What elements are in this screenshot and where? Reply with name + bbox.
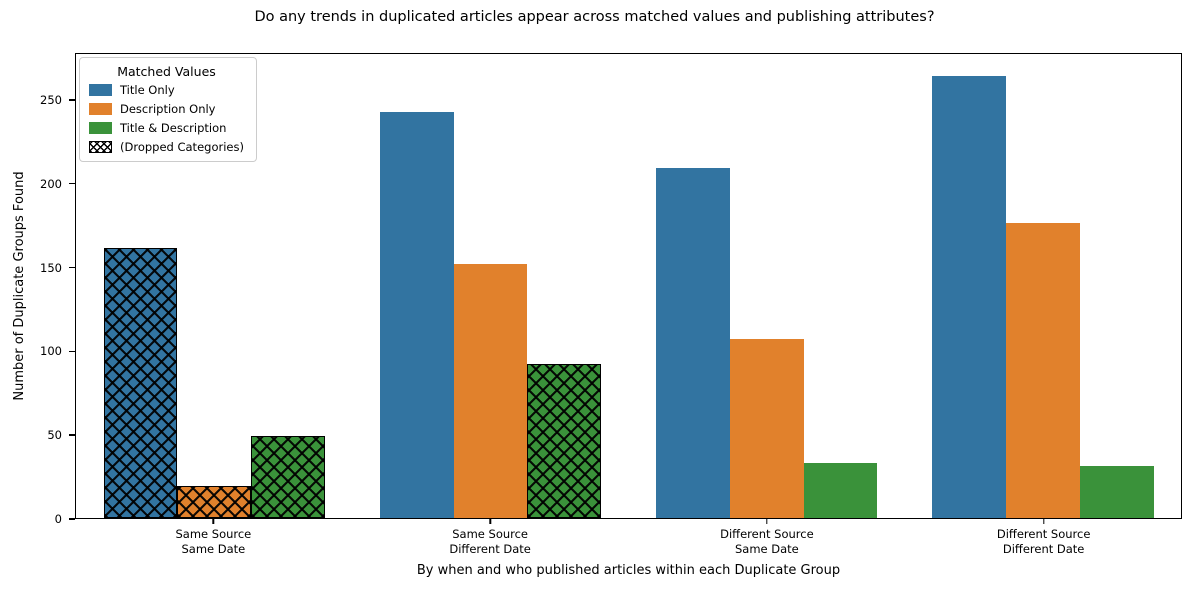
x-tick-line: Different Date xyxy=(449,542,531,556)
x-tick-label: Same Source Different Date xyxy=(352,519,629,575)
y-tick-label: 250 xyxy=(40,92,62,107)
y-tick-label: 0 xyxy=(54,512,62,526)
chart-title: Do any trends in duplicated articles app… xyxy=(254,9,935,25)
x-tick-mark xyxy=(212,519,215,524)
x-tick-label: Same Source Same Date xyxy=(75,519,352,575)
legend-entry: Title & Description xyxy=(89,121,244,135)
x-tick-line: Same Date xyxy=(181,542,246,556)
bar-groups xyxy=(76,54,1181,518)
bar xyxy=(379,112,454,518)
x-tick-line: Same Source xyxy=(175,527,252,541)
bar xyxy=(453,264,528,518)
bar xyxy=(1079,466,1154,518)
legend: Matched Values Title Only Description Onl… xyxy=(79,57,257,162)
legend-swatch xyxy=(89,84,112,96)
bar xyxy=(656,167,730,518)
x-axis-ticks: Same Source Same Date Same Source Different… xyxy=(75,519,1182,575)
y-tick-mark xyxy=(69,99,75,101)
bar-group xyxy=(629,54,905,518)
bar xyxy=(803,462,878,518)
x-tick-line: Different Date xyxy=(1002,542,1085,556)
y-tick-label: 150 xyxy=(40,260,62,275)
bar xyxy=(103,247,178,518)
y-tick-label: 100 xyxy=(40,344,62,359)
y-tick-mark xyxy=(69,183,75,185)
y-tick-mark xyxy=(69,434,75,436)
x-tick-label: Different Source Same Date xyxy=(629,519,906,575)
bar xyxy=(932,75,1006,518)
y-tick-mark xyxy=(69,266,75,269)
bar-group xyxy=(76,54,352,518)
y-tick-mark xyxy=(69,350,75,353)
bar xyxy=(1006,222,1080,518)
x-tick-label: Different Source Different Date xyxy=(905,519,1182,575)
legend-entry-label: Title Only xyxy=(120,83,175,97)
bar xyxy=(527,364,601,518)
x-tick-line: Same Date xyxy=(734,542,799,556)
bar-group xyxy=(352,54,628,518)
legend-title: Matched Values xyxy=(117,64,216,79)
legend-entry: (Dropped Categories) xyxy=(89,140,244,154)
bar xyxy=(251,436,325,518)
legend-entry-label: (Dropped Categories) xyxy=(120,140,244,154)
x-tick-line: Different Source xyxy=(720,527,814,541)
y-axis-ticks: 0 50 100 150 200 250 xyxy=(0,53,75,526)
bar xyxy=(177,486,251,518)
y-tick-mark xyxy=(69,518,75,520)
legend-entries: Title Only Description Only Title & Descri… xyxy=(89,83,244,154)
x-tick-mark xyxy=(1042,519,1045,524)
x-axis-label: By when and who published articles withi… xyxy=(416,563,841,578)
x-tick-line: Different Source xyxy=(996,527,1091,541)
bar xyxy=(729,339,804,518)
legend-entry-label: Description Only xyxy=(120,102,216,116)
legend-swatch-hatched xyxy=(89,141,112,153)
legend-swatch xyxy=(89,122,112,134)
legend-entry: Description Only xyxy=(89,102,244,116)
plot-area xyxy=(75,53,1182,519)
y-tick-label: 200 xyxy=(40,176,62,191)
y-tick-label: 50 xyxy=(47,428,62,443)
bar-group xyxy=(905,54,1181,518)
legend-entry: Title Only xyxy=(89,83,244,97)
x-tick-line: Same Source xyxy=(452,527,529,541)
x-tick-mark xyxy=(489,519,491,524)
x-tick-mark xyxy=(766,519,768,524)
legend-swatch xyxy=(89,103,112,115)
legend-entry-label: Title & Description xyxy=(120,121,227,135)
